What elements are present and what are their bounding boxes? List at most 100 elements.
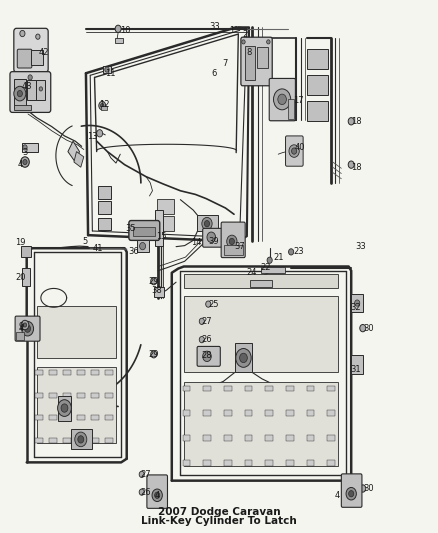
FancyBboxPatch shape bbox=[10, 71, 51, 112]
Circle shape bbox=[267, 40, 270, 44]
Bar bbox=[105, 393, 113, 398]
Circle shape bbox=[230, 238, 234, 245]
Bar bbox=[49, 393, 57, 398]
Circle shape bbox=[348, 118, 354, 125]
Text: 4: 4 bbox=[154, 491, 159, 500]
Bar bbox=[77, 438, 85, 443]
Text: 24: 24 bbox=[246, 268, 256, 277]
Text: 32: 32 bbox=[350, 303, 361, 312]
Circle shape bbox=[61, 404, 68, 412]
Circle shape bbox=[349, 490, 354, 497]
Circle shape bbox=[151, 351, 157, 358]
Circle shape bbox=[28, 75, 32, 80]
Bar bbox=[35, 438, 43, 443]
FancyBboxPatch shape bbox=[203, 228, 223, 247]
Bar bbox=[49, 438, 57, 443]
Bar bbox=[21, 246, 32, 257]
Text: 27: 27 bbox=[201, 317, 212, 326]
Bar bbox=[307, 49, 328, 69]
Bar bbox=[157, 199, 174, 214]
Bar bbox=[35, 370, 43, 375]
Bar bbox=[307, 435, 314, 441]
Text: 1: 1 bbox=[229, 26, 234, 35]
Bar bbox=[184, 274, 338, 288]
Bar bbox=[235, 343, 251, 372]
Bar bbox=[261, 266, 285, 273]
Bar bbox=[224, 410, 232, 416]
Circle shape bbox=[21, 321, 34, 336]
Bar bbox=[98, 219, 111, 230]
Bar bbox=[91, 370, 99, 375]
Text: 7: 7 bbox=[223, 59, 228, 68]
Text: 6: 6 bbox=[211, 69, 216, 78]
Bar bbox=[286, 461, 293, 465]
Bar bbox=[105, 415, 113, 421]
Text: 22: 22 bbox=[260, 263, 271, 272]
Bar bbox=[286, 410, 293, 416]
Bar bbox=[265, 410, 273, 416]
Circle shape bbox=[75, 432, 87, 447]
Circle shape bbox=[115, 25, 121, 33]
Text: 5: 5 bbox=[82, 237, 88, 246]
Bar bbox=[101, 106, 107, 110]
Bar bbox=[183, 385, 190, 391]
Bar bbox=[244, 435, 252, 441]
Text: 18: 18 bbox=[351, 163, 362, 172]
Circle shape bbox=[58, 400, 71, 416]
Circle shape bbox=[17, 91, 22, 97]
FancyBboxPatch shape bbox=[15, 316, 40, 341]
Text: 40: 40 bbox=[294, 143, 305, 152]
Circle shape bbox=[25, 325, 31, 332]
FancyBboxPatch shape bbox=[197, 346, 220, 366]
Bar bbox=[224, 245, 243, 255]
Bar bbox=[224, 461, 232, 465]
Bar bbox=[327, 435, 335, 441]
Bar bbox=[265, 435, 273, 441]
Bar bbox=[265, 385, 273, 391]
Bar bbox=[91, 415, 99, 421]
Text: 19: 19 bbox=[15, 238, 26, 247]
Bar bbox=[103, 66, 111, 73]
Circle shape bbox=[202, 217, 212, 230]
Circle shape bbox=[360, 325, 366, 332]
FancyBboxPatch shape bbox=[241, 37, 272, 86]
Bar bbox=[63, 370, 71, 375]
Text: 18: 18 bbox=[351, 117, 362, 126]
Bar bbox=[184, 383, 338, 466]
Circle shape bbox=[21, 320, 29, 330]
Bar bbox=[155, 210, 163, 246]
Bar bbox=[105, 438, 113, 443]
Text: 26: 26 bbox=[201, 335, 212, 344]
Bar bbox=[307, 385, 314, 391]
Text: 28: 28 bbox=[201, 351, 212, 360]
Bar bbox=[16, 332, 24, 340]
Text: 14: 14 bbox=[191, 238, 202, 247]
Text: Link-Key Cylinder To Latch: Link-Key Cylinder To Latch bbox=[141, 516, 297, 527]
Circle shape bbox=[236, 349, 251, 367]
Text: 9: 9 bbox=[18, 322, 23, 331]
Circle shape bbox=[289, 145, 299, 157]
Bar bbox=[184, 296, 338, 372]
Circle shape bbox=[23, 280, 27, 286]
Circle shape bbox=[99, 101, 106, 110]
Bar bbox=[183, 410, 190, 416]
Circle shape bbox=[227, 235, 237, 248]
Bar bbox=[35, 393, 43, 398]
Bar bbox=[77, 393, 85, 398]
Bar bbox=[203, 435, 211, 441]
Bar bbox=[58, 395, 71, 421]
Text: 39: 39 bbox=[208, 237, 219, 246]
Circle shape bbox=[23, 145, 27, 150]
Text: 31: 31 bbox=[350, 366, 361, 374]
Circle shape bbox=[205, 221, 209, 227]
Circle shape bbox=[207, 232, 215, 243]
Circle shape bbox=[346, 488, 357, 500]
Circle shape bbox=[23, 269, 27, 274]
Text: 4: 4 bbox=[335, 491, 339, 500]
Circle shape bbox=[267, 257, 272, 263]
Text: 37: 37 bbox=[234, 242, 245, 251]
Bar bbox=[49, 370, 57, 375]
Bar bbox=[14, 104, 31, 110]
Circle shape bbox=[36, 34, 40, 39]
Text: 33: 33 bbox=[209, 22, 220, 31]
